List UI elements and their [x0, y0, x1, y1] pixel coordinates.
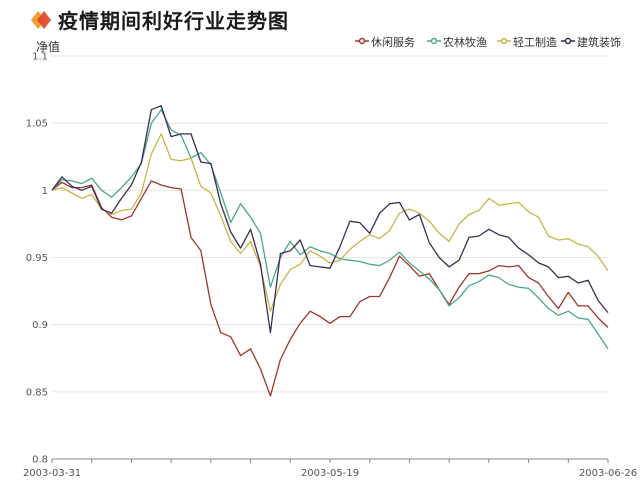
legend-marker-icon	[561, 37, 575, 45]
y-tick-label: 0.95	[26, 253, 48, 264]
y-tick-label: 0.85	[26, 387, 48, 398]
legend-marker-icon	[427, 37, 441, 45]
y-tick-label: 1.1	[32, 52, 48, 63]
legend-label: 农林牧渔	[443, 36, 487, 49]
series-line-1	[51, 180, 609, 397]
x-tick-label: 2003-05-19	[301, 468, 359, 479]
y-axis-ticks: 0.8 0.85 0.9 0.95 1 1.05 1.1	[26, 52, 48, 466]
legend-marker-icon	[497, 37, 511, 45]
legend: 休闲服务 农林牧渔 轻工制造 建筑装饰	[355, 34, 635, 52]
chart-title: 疫情期间利好行业走势图	[58, 9, 289, 33]
chart-header: 疫情期间利好行业走势图	[0, 0, 640, 36]
y-tick-label: 0.8	[32, 455, 48, 466]
series-line-3	[51, 133, 609, 312]
legend-marker-icon	[355, 37, 369, 45]
y-tick-label: 0.9	[32, 320, 48, 331]
diamond-logo-icon	[31, 11, 51, 29]
y-axis-label: 净值	[36, 40, 61, 54]
x-tick-label: 2003-03-31	[23, 468, 81, 479]
y-tick-label: 1	[42, 186, 48, 197]
legend-label: 轻工制造	[513, 36, 557, 49]
legend-label: 休闲服务	[371, 36, 415, 49]
series-line-4	[51, 105, 609, 334]
y-tick-label: 1.05	[26, 119, 48, 130]
x-axis: 2003-03-31 2003-05-19 2003-06-26	[23, 458, 637, 479]
grid-lines	[52, 55, 608, 460]
x-tick-label: 2003-06-26	[579, 468, 637, 479]
series-lines	[51, 105, 609, 397]
legend-label: 建筑装饰	[577, 36, 621, 49]
series-line-2	[51, 109, 609, 350]
